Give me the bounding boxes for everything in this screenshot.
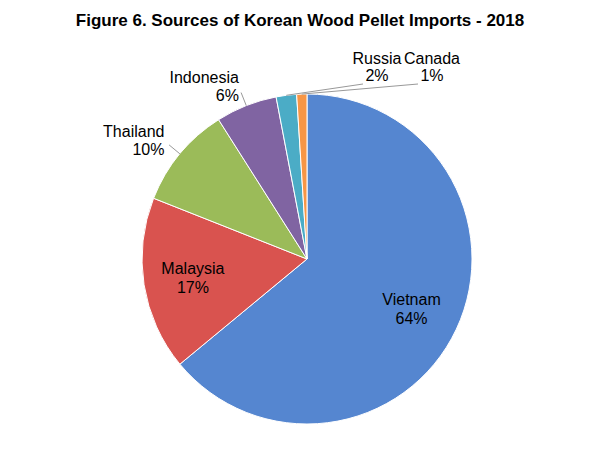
svg-text:Vietnam64%: Vietnam64% <box>382 291 440 327</box>
svg-text:Indonesia6%: Indonesia6% <box>170 69 239 104</box>
svg-text:Russia2%: Russia2% <box>353 50 402 84</box>
svg-text:Thailand10%: Thailand10% <box>103 123 164 158</box>
html-text:Figure 6. Sources of Korean Wo: Figure 6. Sources of Korean Wood Pellet … <box>75 11 525 30</box>
svg-text:Canada1%: Canada1% <box>404 50 460 84</box>
svg-text:Malaysia17%: Malaysia17% <box>161 260 224 296</box>
